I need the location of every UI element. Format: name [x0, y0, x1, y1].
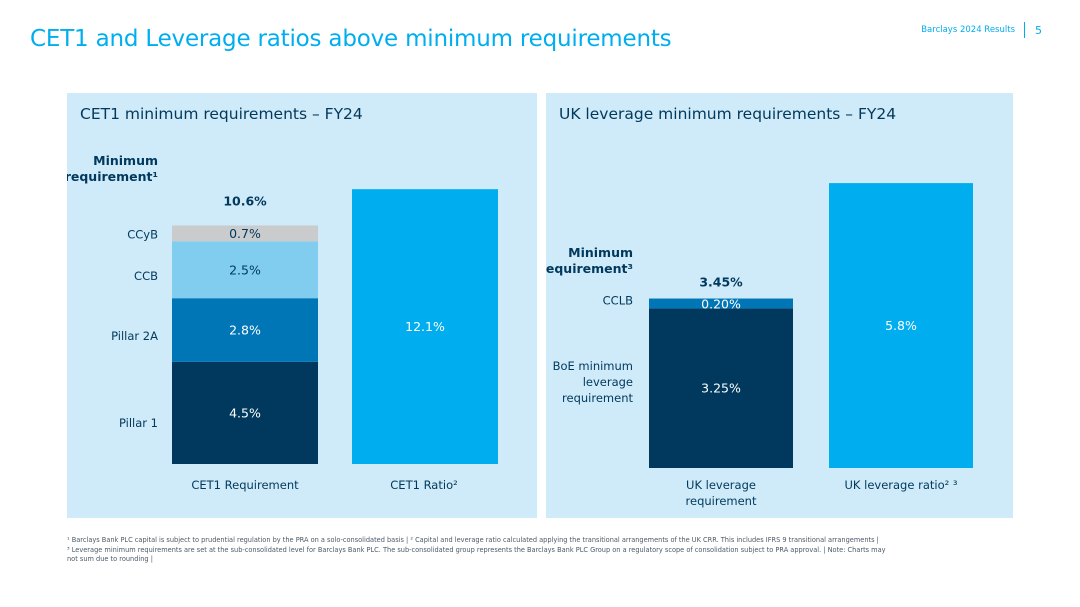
bar-boe-minimum-leverage-requirement	[649, 308, 793, 468]
brand-label: Barclays 2024 Results	[921, 25, 1015, 35]
bar-cclb	[649, 298, 793, 309]
page-header-meta: Barclays 2024 Results 5	[921, 22, 1042, 38]
leverage-chart-title: UK leverage minimum requirements – FY24	[559, 105, 897, 123]
bar-pillar-1	[172, 361, 318, 464]
lev-xlabel-ratio: UK leverage ratio² ³	[845, 478, 958, 492]
lev-seg-label-boe-line1: BoE minimum	[553, 359, 633, 373]
footnotes: ¹ Barclays Bank PLC capital is subject t…	[67, 536, 1012, 565]
header-divider	[1024, 22, 1025, 38]
bar-cet1-ratio	[352, 189, 498, 464]
cet1-xlabel-requirement: CET1 Requirement	[191, 478, 299, 492]
lev-seg-label-boe-line3: requirement	[562, 391, 633, 405]
lev-seg-label-cclb: CCLB	[603, 294, 633, 308]
footnote-line-1: ¹ Barclays Bank PLC capital is subject t…	[67, 536, 879, 544]
cet1-chart-title: CET1 minimum requirements – FY24	[80, 105, 363, 123]
cet1-seg-label-pillar1: Pillar 1	[119, 416, 158, 430]
lev-min-label-line2: requirement³	[546, 261, 633, 276]
page-number: 5	[1035, 23, 1042, 37]
value-label-uk-leverage-ratio: 5.8%	[885, 318, 917, 333]
leverage-chart: 3.25% 0.20% 5.8% Minimum requirement³ 3.45…	[546, 183, 973, 508]
page-title: CET1 and Leverage ratios above minimum r…	[30, 26, 672, 52]
value-label-cclb: 0.20%	[701, 297, 741, 312]
lev-total-label: 3.45%	[699, 275, 743, 290]
footnote-line-2: ³ Leverage minimum requirements are set …	[67, 545, 886, 554]
cet1-total-label: 10.6%	[223, 194, 267, 209]
bar-pillar-2a	[172, 298, 318, 362]
value-label-pillar-2a: 2.8%	[229, 322, 261, 337]
bar-ccb	[172, 241, 318, 299]
value-label-cet1-ratio: 12.1%	[405, 319, 445, 334]
value-label-ccb: 2.5%	[229, 262, 261, 277]
cet1-chart: 4.5% 2.8% 2.5% 0.7% 12.1% Minimum requiremen…	[67, 153, 498, 492]
bar-ccyb	[172, 225, 318, 242]
cet1-seg-label-ccyb: CCyB	[127, 227, 158, 241]
lev-xlabel-requirement-line2: requirement	[686, 494, 757, 508]
value-label-boe-minimum-leverage-requirement: 3.25%	[701, 381, 741, 396]
cet1-seg-label-ccb: CCB	[134, 269, 158, 283]
lev-xlabel-requirement-line1: UK leverage	[686, 478, 756, 492]
lev-min-label-line1: Minimum	[568, 245, 633, 260]
bar-uk-leverage-ratio	[829, 183, 973, 468]
value-label-ccyb: 0.7%	[229, 226, 261, 241]
cet1-min-label-line2: requirement¹	[67, 169, 158, 184]
cet1-chart-panel: CET1 minimum requirements – FY24 4.5% 2.8…	[67, 93, 537, 518]
footnote-line-3: not sum due to rounding |	[67, 555, 153, 563]
lev-seg-label-boe-line2: leverage	[583, 375, 633, 389]
cet1-xlabel-ratio: CET1 Ratio²	[390, 478, 457, 492]
leverage-chart-panel: UK leverage minimum requirements – FY24 …	[546, 93, 1013, 518]
cet1-min-label-line1: Minimum	[93, 153, 158, 168]
value-label-pillar-1: 4.5%	[229, 405, 261, 420]
cet1-seg-label-pillar2a: Pillar 2A	[111, 329, 158, 343]
